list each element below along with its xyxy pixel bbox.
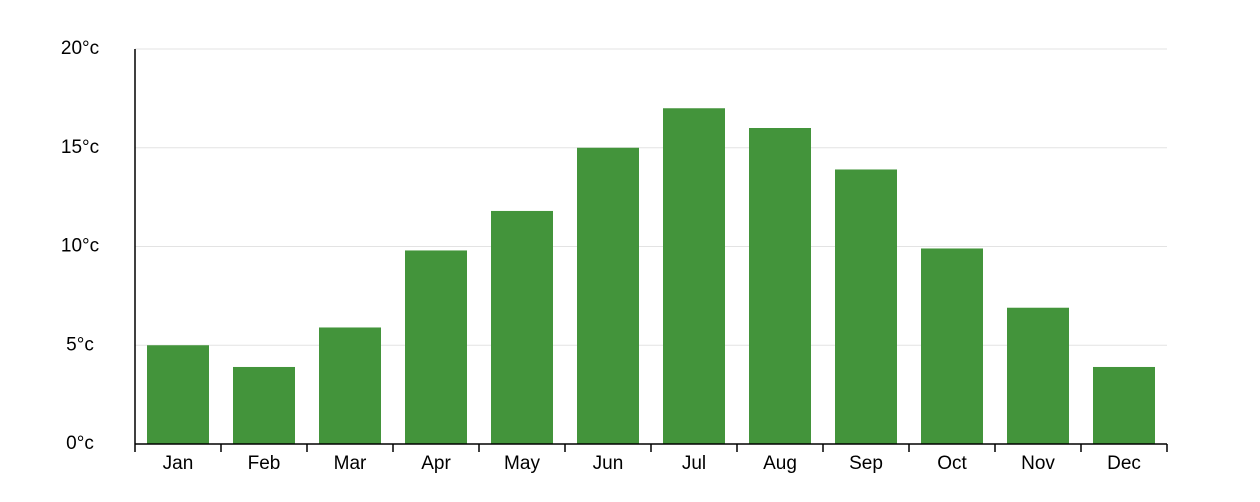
x-tick-label: Jul bbox=[682, 453, 706, 474]
bar bbox=[147, 345, 209, 444]
x-tick-label: Mar bbox=[334, 453, 367, 474]
bar bbox=[835, 169, 897, 444]
bar bbox=[663, 108, 725, 444]
x-tick-label: Aug bbox=[763, 453, 797, 474]
x-tick-label: Jun bbox=[593, 453, 624, 474]
bar bbox=[233, 366, 295, 444]
x-tick-label: Sep bbox=[849, 453, 883, 474]
y-tick-label: 10°c bbox=[61, 236, 99, 257]
bar bbox=[319, 327, 381, 444]
x-tick-label: Jan bbox=[163, 453, 194, 474]
x-tick-label: Dec bbox=[1107, 453, 1141, 474]
bar bbox=[405, 250, 467, 444]
bar bbox=[577, 147, 639, 444]
y-tick-label: 0°c bbox=[66, 433, 94, 454]
x-tick-label: Feb bbox=[248, 453, 281, 474]
bar bbox=[491, 210, 553, 444]
bar bbox=[921, 248, 983, 444]
x-tick-label: Oct bbox=[937, 453, 967, 474]
y-tick-label: 20°c bbox=[61, 38, 99, 59]
y-tick-label: 5°c bbox=[66, 334, 94, 355]
y-tick-label: 15°c bbox=[61, 137, 99, 158]
bar bbox=[1007, 307, 1069, 444]
bar bbox=[749, 128, 811, 444]
x-tick-label: May bbox=[504, 453, 540, 474]
bar bbox=[1093, 366, 1155, 444]
x-tick-label: Nov bbox=[1021, 453, 1055, 474]
x-tick-label: Apr bbox=[421, 453, 451, 474]
